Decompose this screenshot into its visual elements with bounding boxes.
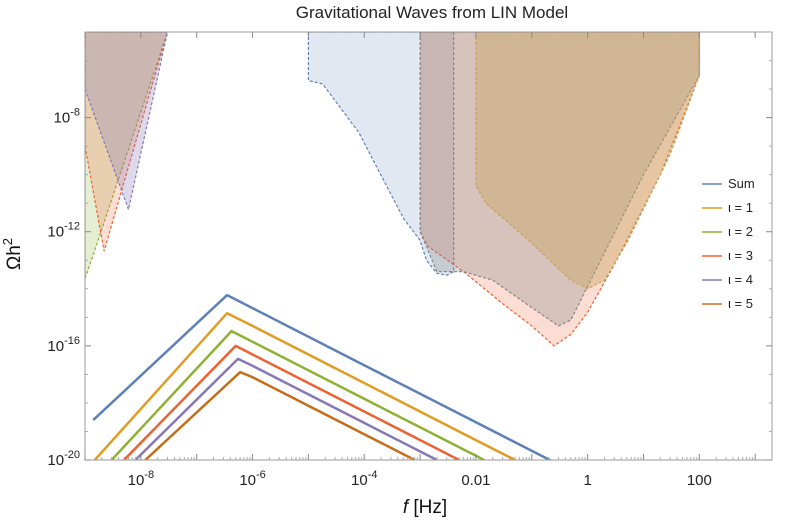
y-tick-label: 10-16 [47, 335, 80, 355]
x-axis-label: f [Hz] [403, 497, 447, 518]
series-line-iota-2 [110, 329, 485, 460]
legend-label: ι = 5 [728, 296, 753, 311]
x-tick-label: 10-6 [239, 469, 265, 489]
x-tick-label: 1 [583, 472, 591, 489]
sensitivity-region-5 [419, 32, 700, 347]
sensitivity-region-1 [85, 32, 169, 279]
series-lines [92, 293, 553, 460]
sensitivity-regions [85, 32, 700, 347]
x-ticks: 10-8 10-6 10-4 0.01 1 100 [84, 32, 773, 489]
legend-label: ι = 1 [728, 200, 753, 215]
y-axis-label: Ωh2 [0, 238, 25, 270]
series-line-iota-5 [144, 370, 416, 460]
legend-label: Sum [728, 176, 755, 191]
legend-label: ι = 3 [728, 248, 753, 263]
plot-frame [84, 31, 773, 461]
y-tick-label: 10-12 [47, 221, 80, 241]
x-tick-label: 100 [687, 472, 712, 489]
x-tick-label: 0.01 [461, 472, 490, 489]
legend: Sum ι = 1 ι = 2 ι = 3 ι = 4 ι = 5 [702, 176, 755, 311]
y-tick-label: 10-8 [54, 107, 80, 127]
series-line-iota-1 [93, 311, 516, 460]
sensitivity-region-4 [307, 32, 455, 276]
sensitivity-region-2 [85, 32, 169, 252]
chart-title: Gravitational Waves from LIN Model [296, 3, 568, 22]
x-tick-label: 10-8 [128, 469, 154, 489]
series-line-iota-3 [123, 344, 460, 460]
x-tick-label: 10-4 [351, 469, 377, 489]
series-line-iota-4 [134, 357, 438, 460]
y-ticks: 10-8 10-12 10-16 10-20 [47, 31, 772, 469]
sensitivity-region-3 [85, 32, 169, 212]
legend-label: ι = 2 [728, 224, 753, 239]
legend-label: ι = 4 [728, 272, 753, 287]
sensitivity-region-7 [475, 32, 700, 290]
series-line-sum [92, 293, 553, 460]
y-tick-label: 10-20 [47, 449, 80, 469]
